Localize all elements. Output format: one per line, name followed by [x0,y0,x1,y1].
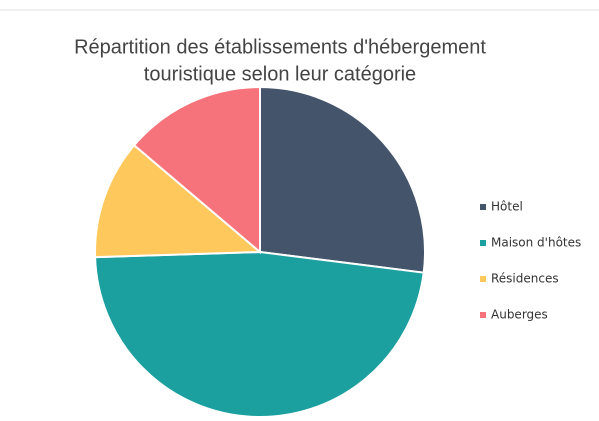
legend-marker [480,276,486,282]
pie-slice [94,143,263,259]
legend-marker [480,204,486,210]
legend-label: Résidences [491,272,559,286]
pie-slice [132,85,261,255]
legend-label: Maison d'hôtes [491,236,581,250]
legend-marker [480,312,486,318]
chart-title: touristique selon leur catégorie [144,63,416,85]
pie-slice [94,250,425,418]
legend-marker [480,240,486,246]
pie-slice [259,85,426,274]
legend-label: Hôtel [491,200,523,214]
legend-label: Auberges [491,308,548,322]
chart-title: Répartition des établissements d'héberge… [74,36,486,58]
